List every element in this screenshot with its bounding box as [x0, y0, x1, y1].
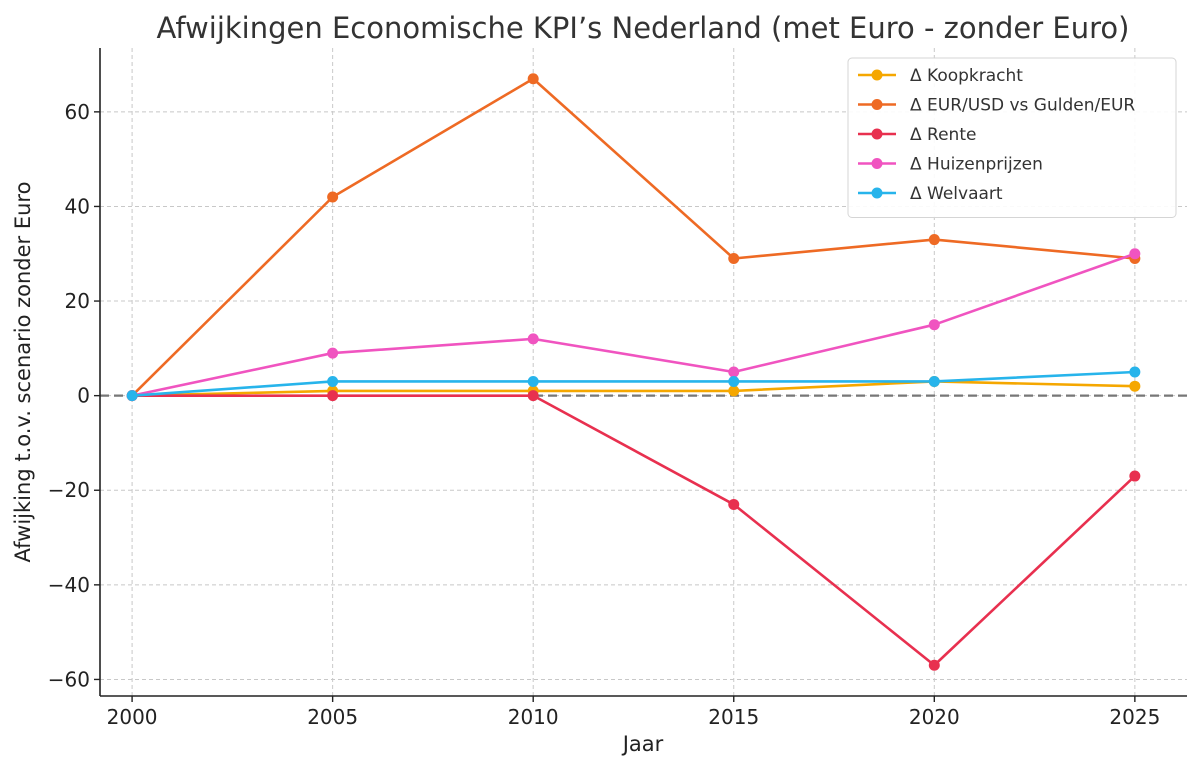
- data-point: [928, 659, 940, 671]
- legend-label: Δ EUR/USD vs Gulden/EUR: [910, 96, 1135, 116]
- legend-swatch-marker: [871, 187, 883, 199]
- legend-frame: [847, 57, 1177, 218]
- data-point: [728, 375, 740, 387]
- series-line-1: [132, 380, 1135, 397]
- data-point: [327, 347, 339, 359]
- data-point: [728, 498, 740, 510]
- legend-label: Δ Huizenprijzen: [910, 155, 1043, 175]
- y-tick-label: 0: [77, 384, 90, 408]
- data-point: [1129, 248, 1141, 260]
- data-point: [728, 366, 740, 378]
- y-axis-label: Afwijking t.o.v. scenario zonder Euro: [11, 182, 35, 563]
- legend-label: Δ Koopkracht: [910, 66, 1023, 86]
- axes: [99, 48, 1187, 697]
- data-point: [527, 333, 539, 345]
- x-tick-label: 2010: [508, 705, 559, 729]
- data-point: [928, 234, 940, 246]
- legend-label: Δ Rente: [910, 125, 976, 145]
- legend-swatch-marker: [871, 69, 883, 81]
- data-point: [1129, 366, 1141, 378]
- series-line-4: [131, 252, 1136, 397]
- legend-swatch-marker: [871, 158, 883, 169]
- data-point: [327, 191, 339, 203]
- data-point: [1129, 380, 1141, 392]
- data-point: [928, 319, 940, 331]
- series-group: [126, 73, 1141, 671]
- y-tick-label: 20: [65, 289, 90, 313]
- x-tick-label: 2020: [909, 705, 960, 729]
- series-line-5: [131, 370, 1135, 397]
- data-point: [527, 73, 539, 85]
- data-point: [1129, 470, 1141, 482]
- data-point: [527, 390, 539, 402]
- chart-title: Afwijkingen Economische KPI’s Nederland …: [157, 11, 1130, 45]
- x-tick-label: 2000: [107, 705, 158, 729]
- legend-swatch-marker: [871, 128, 883, 140]
- x-tick-label: 2025: [1109, 705, 1160, 729]
- y-tick-label: −60: [48, 667, 90, 691]
- y-tick-label: 60: [65, 100, 90, 124]
- data-point: [327, 375, 339, 387]
- legend-label: Δ Welvaart: [910, 184, 1003, 204]
- data-point: [327, 390, 339, 402]
- series-line-3: [132, 394, 1136, 667]
- tick-labels: 2000 2005 2010 2015 2020 2025 60 40 20 0 −20 −40 −60: [48, 100, 1161, 729]
- series-line-2: [131, 77, 1135, 397]
- x-tick-label: 2015: [708, 705, 759, 729]
- data-point: [126, 390, 138, 402]
- legend-swatch-marker: [871, 99, 883, 110]
- data-point: [728, 385, 740, 397]
- data-point: [928, 375, 940, 387]
- x-tick-label: 2005: [307, 705, 358, 729]
- y-tick-label: 40: [65, 194, 90, 218]
- legend: Δ Koopkracht Δ EUR/USD vs Gulden/EUR Δ Ren…: [847, 57, 1177, 218]
- data-point: [527, 375, 539, 387]
- y-tick-label: −40: [48, 573, 90, 597]
- x-axis-label: Jaar: [621, 732, 664, 756]
- data-point: [728, 252, 740, 264]
- y-tick-label: −20: [48, 478, 90, 502]
